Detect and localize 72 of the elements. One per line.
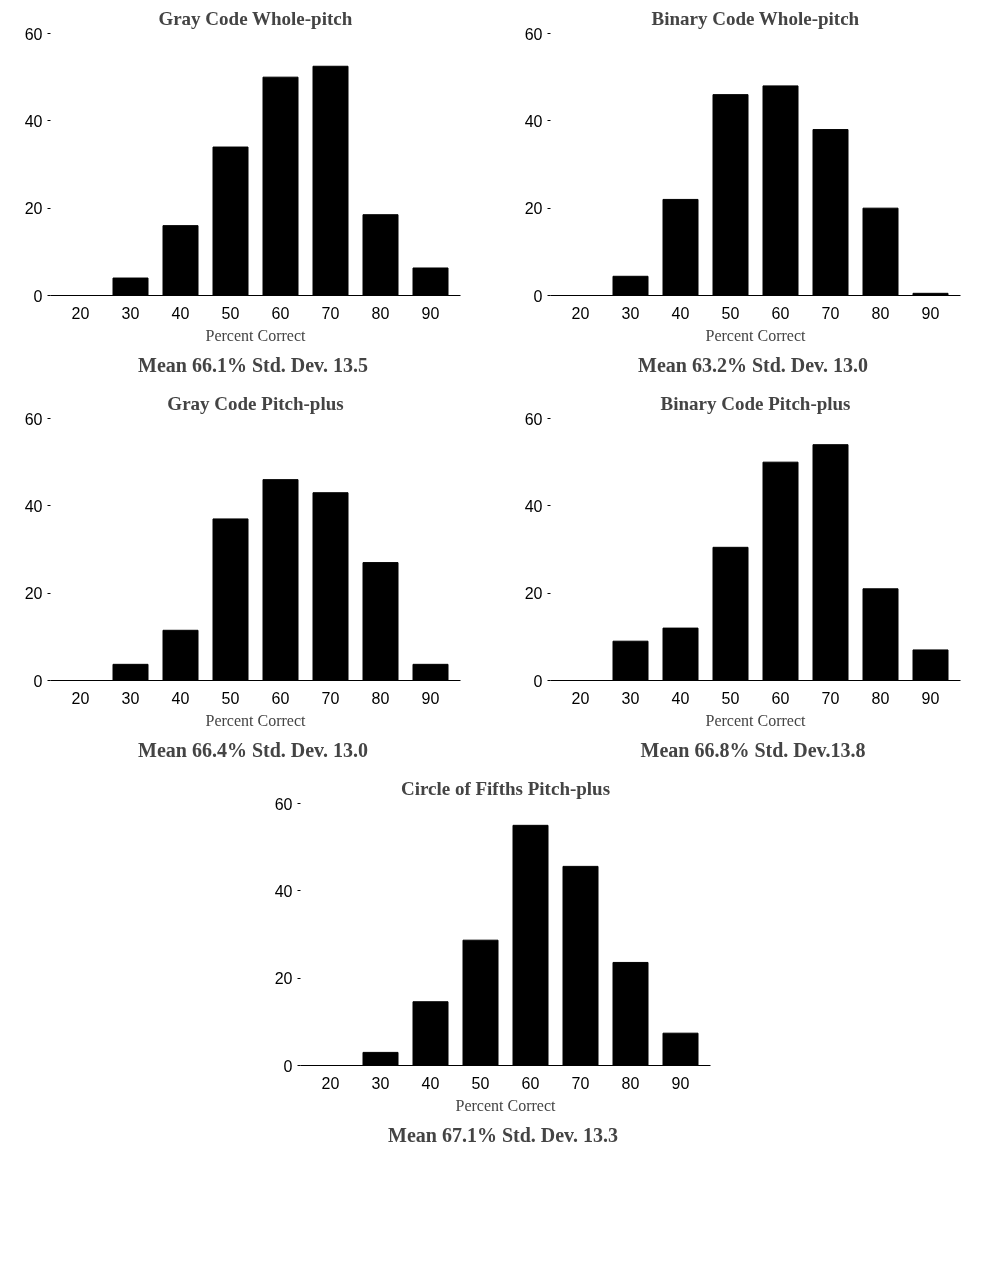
x-tick-label: 60: [771, 304, 790, 322]
x-tick-label: 20: [71, 304, 90, 322]
x-axis-title: Percent Correct: [205, 711, 307, 729]
text: Mean 66.1% Std. Dev. 13.5: [138, 353, 368, 376]
y-tick-label: 0: [33, 287, 43, 305]
text: Mean 63.2% Std. Dev. 13.0: [638, 353, 868, 376]
x-tick-label: 40: [171, 304, 190, 322]
y-tick-label: 20: [24, 200, 43, 218]
y-tick-label: 40: [524, 497, 543, 515]
chart-title: Binary Code Pitch-plus: [660, 392, 851, 414]
y-tick-label: 40: [24, 497, 43, 515]
x-tick-label: 20: [571, 689, 590, 707]
x-tick-label: 50: [221, 689, 240, 707]
y-tick-label: 60: [24, 25, 43, 43]
chart-title: Binary Code Whole-pitch: [651, 7, 860, 29]
y-tick-label: 60: [274, 795, 293, 813]
y-tick-label: 20: [524, 200, 543, 218]
x-tick-label: 70: [821, 689, 840, 707]
x-tick-label: 50: [471, 1074, 490, 1092]
x-tick-label: 70: [321, 689, 340, 707]
x-tick-label: 90: [921, 304, 940, 322]
x-tick-label: 50: [721, 304, 740, 322]
x-tick-label: 40: [421, 1074, 440, 1092]
y-tick-label: 0: [33, 672, 43, 690]
x-tick-label: 80: [871, 304, 890, 322]
y-tick-label: 0: [533, 287, 543, 305]
x-tick-label: 30: [621, 304, 640, 322]
x-tick-label: 70: [821, 304, 840, 322]
chart-title: Circle of Fifths Pitch-plus: [400, 777, 611, 799]
y-tick-label: 0: [533, 672, 543, 690]
x-tick-label: 40: [171, 689, 190, 707]
x-tick-label: 30: [621, 689, 640, 707]
y-tick-label: 0: [283, 1057, 293, 1075]
x-tick-label: 90: [421, 304, 440, 322]
text: Mean 67.1% Std. Dev. 13.3: [388, 1123, 618, 1146]
y-tick-label: 20: [274, 970, 293, 988]
y-tick-label: 60: [524, 25, 543, 43]
x-tick-label: 80: [371, 689, 390, 707]
x-tick-label: 50: [221, 304, 240, 322]
x-tick-label: 90: [921, 689, 940, 707]
x-tick-label: 80: [871, 689, 890, 707]
chart-title: Gray Code Whole-pitch: [158, 7, 353, 29]
y-tick-label: 40: [274, 882, 293, 900]
text: Mean 66.4% Std. Dev. 13.0: [138, 738, 368, 761]
x-tick-label: 90: [671, 1074, 690, 1092]
x-tick-label: 40: [671, 689, 690, 707]
x-axis-title: Percent Correct: [455, 1096, 557, 1114]
x-tick-label: 80: [621, 1074, 640, 1092]
y-tick-label: 40: [24, 112, 43, 130]
x-tick-label: 90: [421, 689, 440, 707]
y-tick-label: 60: [524, 410, 543, 428]
chart-title: Gray Code Pitch-plus: [167, 392, 344, 414]
x-tick-label: 30: [121, 689, 140, 707]
x-tick-label: 70: [571, 1074, 590, 1092]
x-axis-title: Percent Correct: [705, 711, 807, 729]
y-tick-label: 60: [24, 410, 43, 428]
x-tick-label: 50: [721, 689, 740, 707]
y-tick-label: 20: [24, 585, 43, 603]
x-tick-label: 20: [321, 1074, 340, 1092]
x-tick-label: 60: [771, 689, 790, 707]
x-tick-label: 80: [371, 304, 390, 322]
x-tick-label: 20: [571, 304, 590, 322]
x-tick-label: 40: [671, 304, 690, 322]
x-tick-label: 30: [371, 1074, 390, 1092]
x-axis-title: Percent Correct: [205, 326, 307, 344]
x-tick-label: 20: [71, 689, 90, 707]
x-tick-label: 30: [121, 304, 140, 322]
x-axis-title: Percent Correct: [705, 326, 807, 344]
y-tick-label: 20: [524, 585, 543, 603]
y-tick-label: 40: [524, 112, 543, 130]
x-tick-label: 70: [321, 304, 340, 322]
text: Mean 66.8% Std. Dev.13.8: [640, 738, 866, 761]
